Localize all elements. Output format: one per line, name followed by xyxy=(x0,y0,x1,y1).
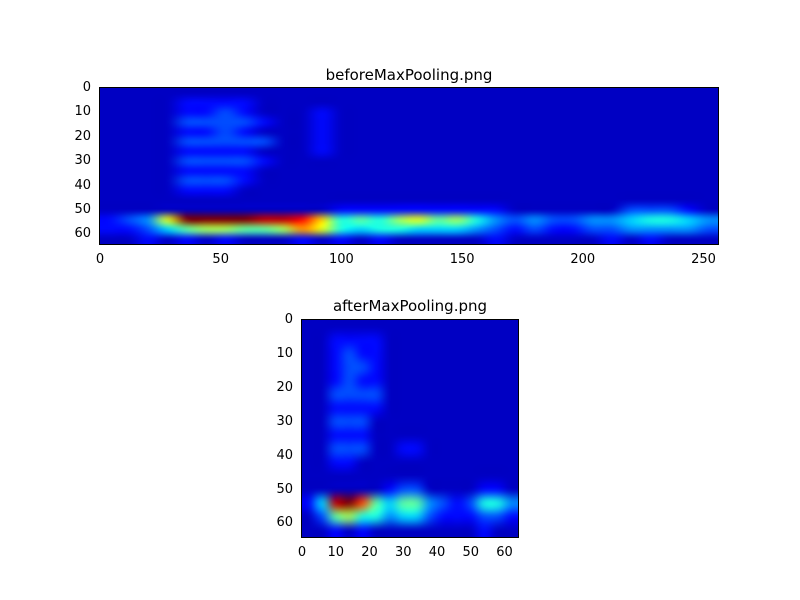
x-tick-label: 10 xyxy=(327,545,345,560)
y-tick-label: 30 xyxy=(74,153,91,169)
y-tick-label: 20 xyxy=(74,128,91,144)
x-tick-label: 50 xyxy=(462,545,480,560)
x-tick-label: 60 xyxy=(496,545,513,560)
y-tick-label: 30 xyxy=(276,413,293,429)
y-tick-label: 20 xyxy=(276,379,293,395)
x-tick-label: 150 xyxy=(449,252,475,267)
plot-title-after-maxpooling: afterMaxPooling.png xyxy=(332,297,488,315)
x-tick-label: 0 xyxy=(95,252,105,267)
y-tick-label: 40 xyxy=(276,447,293,463)
plot-area-before-maxpooling xyxy=(99,87,719,245)
y-tick-label: 60 xyxy=(276,515,293,531)
plot-title-before-maxpooling: beforeMaxPooling.png xyxy=(325,66,493,84)
heatmap-image-before-maxpooling xyxy=(100,88,718,244)
y-tick-label: 0 xyxy=(284,312,293,327)
y-tick-label: 50 xyxy=(276,481,293,497)
x-tick-label: 20 xyxy=(361,545,378,560)
x-tick-label: 250 xyxy=(691,252,716,267)
y-tick-label: 60 xyxy=(74,226,91,242)
x-tick-label: 0 xyxy=(297,545,307,560)
x-tick-label: 40 xyxy=(428,545,446,560)
y-tick-label: 40 xyxy=(74,177,91,193)
y-tick-label: 50 xyxy=(74,201,91,217)
x-tick-label: 30 xyxy=(394,545,412,560)
plot-area-after-maxpooling xyxy=(301,319,519,538)
heatmap-image-after-maxpooling xyxy=(302,320,518,537)
x-tick-label: 50 xyxy=(212,252,229,267)
y-tick-label: 10 xyxy=(276,345,293,361)
x-tick-label: 100 xyxy=(328,252,354,267)
x-tick-label: 200 xyxy=(570,252,596,267)
y-tick-label: 10 xyxy=(74,104,91,120)
y-tick-label: 0 xyxy=(82,80,91,95)
